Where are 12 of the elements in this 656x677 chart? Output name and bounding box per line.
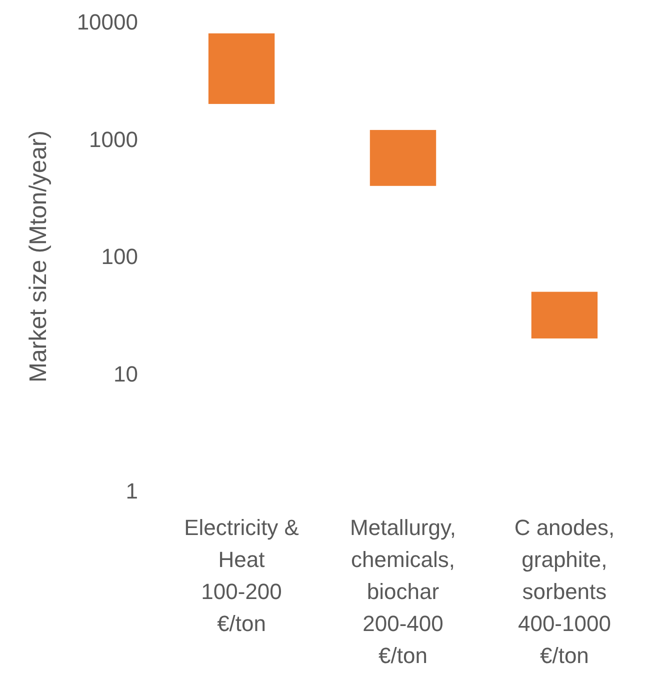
- y-tick-label: 1: [126, 478, 138, 504]
- y-tick-label: 100: [101, 244, 138, 270]
- bar: [370, 130, 436, 186]
- bar: [531, 292, 598, 338]
- x-tick-label: C anodes, graphite, sorbents 400-1000 €/ton: [514, 515, 615, 668]
- y-tick-label: 10000: [76, 10, 138, 35]
- y-tick-label: 1000: [89, 126, 138, 152]
- x-tick-label: Metallurgy, chemicals, biochar 200-400 €/ton: [350, 515, 456, 668]
- y-axis-title: Market size (Mton/year): [25, 130, 52, 383]
- x-tick-label: Electricity & Heat 100-200 €/ton: [184, 515, 300, 636]
- bar: [208, 33, 275, 104]
- y-tick-label: 10: [114, 361, 138, 386]
